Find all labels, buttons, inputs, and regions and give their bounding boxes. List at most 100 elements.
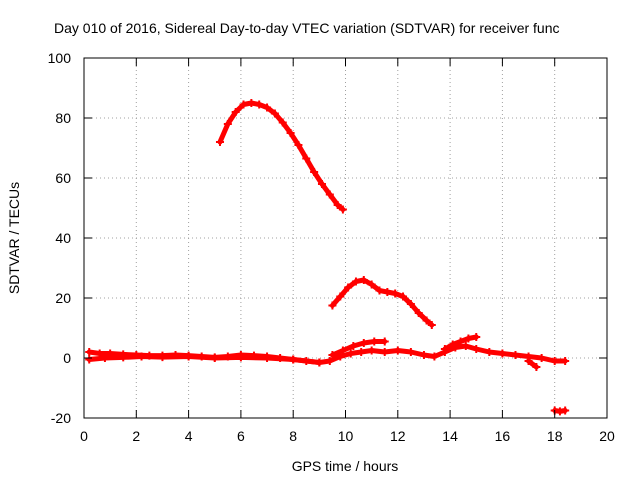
data-point <box>561 406 570 415</box>
y-tick-label: 0 <box>63 350 71 366</box>
data-point <box>380 348 389 356</box>
x-tick-label: 6 <box>237 428 245 444</box>
y-tick-label: 20 <box>55 290 71 306</box>
data-point <box>472 333 481 341</box>
data-point <box>430 352 439 361</box>
y-axis-label: SDTVAR / TECUs <box>6 182 22 294</box>
data-point <box>472 345 481 353</box>
data-point <box>406 348 415 356</box>
data-point <box>391 289 400 298</box>
data-point <box>315 358 324 367</box>
data-point <box>215 138 224 146</box>
data-point <box>286 129 295 137</box>
data-point <box>456 337 465 346</box>
x-tick-label: 0 <box>80 428 88 444</box>
data-point <box>485 348 494 356</box>
x-tick-label: 14 <box>442 428 458 444</box>
x-tick-label: 18 <box>547 428 563 444</box>
data-point <box>537 354 546 362</box>
x-tick-label: 16 <box>495 428 511 444</box>
data-point <box>263 354 272 362</box>
data-point <box>375 286 384 295</box>
ticks: -20 0 20 40 60 80 100 0 2 4 6 8 10 12 14 16 18 20 <box>48 50 615 444</box>
data-point <box>210 354 219 362</box>
data-point <box>349 342 358 350</box>
data-point <box>310 168 319 176</box>
data-point <box>338 346 347 355</box>
data-point <box>561 357 570 365</box>
data-point <box>255 100 264 109</box>
data-point <box>302 154 311 163</box>
data-point <box>351 277 360 286</box>
data-point <box>461 342 470 350</box>
series-group <box>85 99 570 416</box>
data-point <box>406 300 415 308</box>
data-point <box>422 316 431 325</box>
data-point <box>325 190 334 199</box>
y-tick-label: 100 <box>48 50 72 66</box>
data-point <box>346 349 355 358</box>
data-point <box>85 355 94 364</box>
data-point <box>158 353 167 362</box>
data-point <box>370 337 379 346</box>
data-point <box>498 349 507 358</box>
data-point <box>223 120 232 128</box>
x-tick-label: 10 <box>338 428 354 444</box>
data-point <box>231 108 240 116</box>
data-point <box>247 99 256 107</box>
data-point <box>367 280 376 289</box>
data-point <box>184 352 193 361</box>
y-tick-label: 80 <box>55 110 71 126</box>
y-tick-label: -20 <box>51 410 71 426</box>
data-point <box>427 321 436 329</box>
data-point <box>357 348 366 356</box>
y-tick-label: 40 <box>55 230 71 246</box>
x-tick-label: 20 <box>599 428 615 444</box>
data-point <box>524 357 533 365</box>
x-tick-label: 4 <box>185 428 193 444</box>
data-point <box>294 141 303 149</box>
data-point <box>367 346 376 355</box>
data-point <box>359 339 368 347</box>
data-point <box>383 288 392 296</box>
x-tick-label: 12 <box>390 428 406 444</box>
data-point <box>380 337 389 346</box>
data-point <box>236 353 245 362</box>
data-point <box>270 109 279 118</box>
data-point <box>336 292 345 301</box>
data-point <box>263 103 272 112</box>
x-axis-label: GPS time / hours <box>292 458 399 474</box>
data-point <box>419 351 428 359</box>
data-point <box>317 180 326 188</box>
x-tick-label: 2 <box>132 428 140 444</box>
data-point <box>511 351 520 359</box>
data-point <box>333 201 342 209</box>
grid <box>84 58 607 418</box>
y-tick-label: 60 <box>55 170 71 186</box>
data-point <box>278 118 287 127</box>
chart-title: Day 010 of 2016, Sidereal Day-to-day VTE… <box>54 20 560 36</box>
data-point <box>100 354 109 362</box>
data-point <box>338 205 347 214</box>
data-point <box>289 355 298 364</box>
data-point <box>85 348 94 356</box>
data-point <box>440 345 449 353</box>
data-point <box>328 301 337 310</box>
data-point <box>344 283 353 292</box>
data-point <box>119 353 128 362</box>
data-point <box>448 340 457 349</box>
data-point <box>399 292 408 301</box>
data-point <box>464 334 473 343</box>
data-point <box>532 363 541 371</box>
data-point <box>239 100 248 109</box>
data-point <box>328 351 337 359</box>
data-point <box>393 346 402 355</box>
data-point <box>325 357 334 365</box>
x-tick-label: 8 <box>289 428 297 444</box>
data-point <box>137 352 146 361</box>
data-point <box>359 276 368 284</box>
data-point <box>550 357 559 365</box>
data-point <box>414 309 423 317</box>
